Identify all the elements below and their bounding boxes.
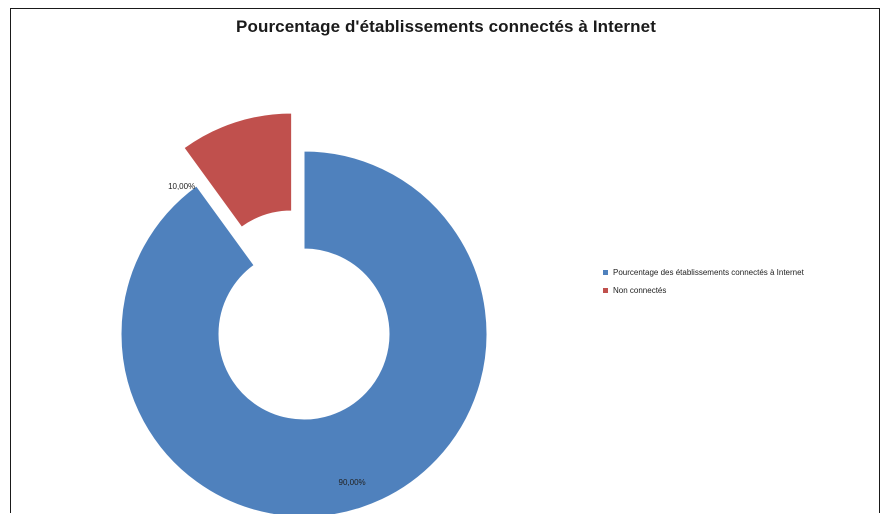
legend-item-connected: Pourcentage des établissements connectés… bbox=[603, 263, 804, 281]
legend-swatch-connected bbox=[603, 269, 608, 275]
slice-not-connected bbox=[183, 112, 293, 228]
slice-connected bbox=[120, 150, 488, 514]
data-label-not-connected: 10,00% bbox=[168, 182, 195, 191]
chart-frame: Pourcentage d'établissements connectés à… bbox=[10, 8, 880, 514]
chart-title: Pourcentage d'établissements connectés à… bbox=[236, 17, 656, 36]
legend-label-connected: Pourcentage des établissements connectés… bbox=[613, 267, 804, 277]
legend-label-not-connected: Non connectés bbox=[613, 285, 667, 295]
legend-item-not-connected: Non connectés bbox=[603, 281, 804, 299]
doughnut-chart: 90,00% 10,00% bbox=[120, 112, 488, 514]
chart-legend: Pourcentage des établissements connectés… bbox=[603, 263, 804, 299]
data-label-connected: 90,00% bbox=[339, 478, 366, 487]
legend-swatch-not-connected bbox=[603, 287, 608, 293]
